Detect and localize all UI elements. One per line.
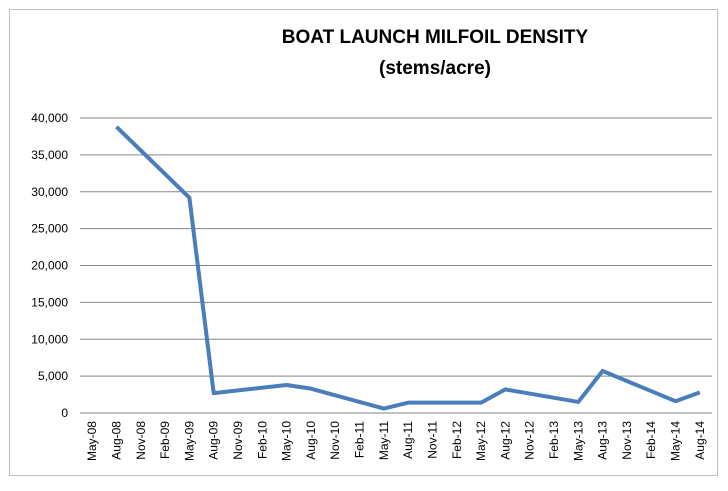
y-tick-label: 10,000 — [31, 332, 68, 346]
x-tick-label: Nov-12 — [523, 421, 537, 460]
x-tick-label: Aug-10 — [304, 421, 318, 460]
x-tick-label: Nov-08 — [134, 421, 148, 460]
x-tick-label: May-12 — [474, 421, 488, 461]
y-tick-label: 30,000 — [31, 185, 68, 199]
x-tick-label: Feb-13 — [547, 421, 561, 459]
x-tick-label: Nov-10 — [328, 421, 342, 460]
x-tick-label: May-10 — [280, 421, 294, 461]
x-tick-label: Nov-11 — [425, 421, 439, 459]
x-tick-label: Aug-09 — [207, 421, 221, 460]
x-tick-label: Nov-09 — [231, 421, 245, 460]
x-tick-label: Feb-12 — [450, 421, 464, 459]
x-tick-label: Aug-08 — [109, 421, 123, 460]
x-tick-label: Aug-12 — [498, 421, 512, 460]
chart-border — [9, 9, 718, 476]
x-tick-label: Nov-13 — [620, 421, 634, 460]
x-tick-label: Feb-09 — [158, 421, 172, 459]
chart-title: BOAT LAUNCH MILFOIL DENSITY — [282, 27, 589, 48]
x-tick-label: May-08 — [85, 421, 99, 461]
x-tick-label: May-09 — [182, 421, 196, 461]
y-tick-label: 25,000 — [31, 222, 68, 236]
x-tick-label: May-14 — [669, 421, 683, 461]
x-tick-label: May-13 — [571, 421, 585, 461]
x-tick-label: Feb-14 — [644, 421, 658, 459]
y-tick-label: 20,000 — [31, 259, 68, 273]
x-tick-label: Aug-11 — [401, 421, 415, 459]
y-tick-label: 5,000 — [38, 369, 68, 383]
y-tick-label: 0 — [61, 406, 68, 420]
x-tick-label: May-11 — [377, 421, 391, 460]
y-tick-label: 35,000 — [31, 148, 68, 162]
x-tick-label: Aug-14 — [693, 421, 707, 460]
x-tick-label: Aug-13 — [596, 421, 610, 460]
chart-subtitle: (stems/acre) — [379, 58, 491, 79]
y-tick-label: 15,000 — [31, 295, 68, 309]
data-line — [115, 125, 701, 411]
x-tick-label: Feb-10 — [255, 421, 269, 459]
y-tick-label: 40,000 — [31, 111, 68, 125]
x-tick-label: Feb-11 — [353, 421, 367, 458]
